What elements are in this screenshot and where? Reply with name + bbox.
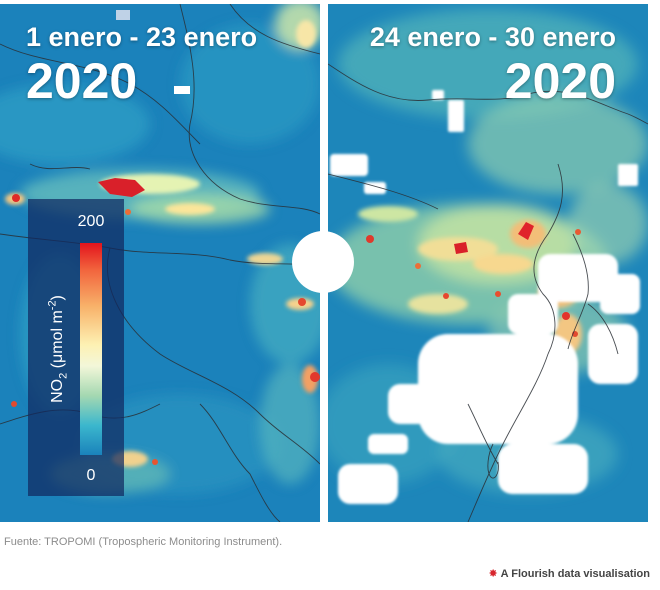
right-year-label: 2020 [504, 53, 616, 109]
no2-map-after [328, 4, 648, 522]
legend-max-label: 200 [77, 213, 105, 230]
legend-title-sup: -2 [46, 300, 59, 311]
circle-handle-icon[interactable] [292, 231, 354, 293]
credit-label: A Flourish data visualisation [500, 568, 650, 580]
right-period-label: 24 enero - 30 enero [369, 22, 616, 52]
legend-title-sub: 2 [57, 372, 70, 379]
flourish-logo-icon: ✸ [488, 568, 498, 580]
legend-title: NO2 (μmol m-2) [47, 295, 70, 403]
legend-min-label: 0 [86, 467, 96, 484]
flourish-credit-link[interactable]: ✸ A Flourish data visualisation [488, 567, 650, 580]
source-note: Fuente: TROPOMI (Tropospheric Monitoring… [4, 536, 283, 548]
legend-title-prefix: NO [49, 378, 67, 403]
legend-title-suffix: ) [49, 295, 67, 301]
legend-color-bar [80, 243, 102, 455]
comparison-slider[interactable]: 1 enero - 23 enero 2020 24 enero - 30 en… [0, 0, 650, 522]
color-legend: 200 0 NO2 (μmol m-2) [28, 199, 124, 496]
map-after [328, 4, 648, 522]
left-year-label: 2020 [26, 53, 138, 109]
legend-title-mid: (μmol m [49, 310, 67, 373]
left-period-label: 1 enero - 23 enero [26, 22, 258, 52]
